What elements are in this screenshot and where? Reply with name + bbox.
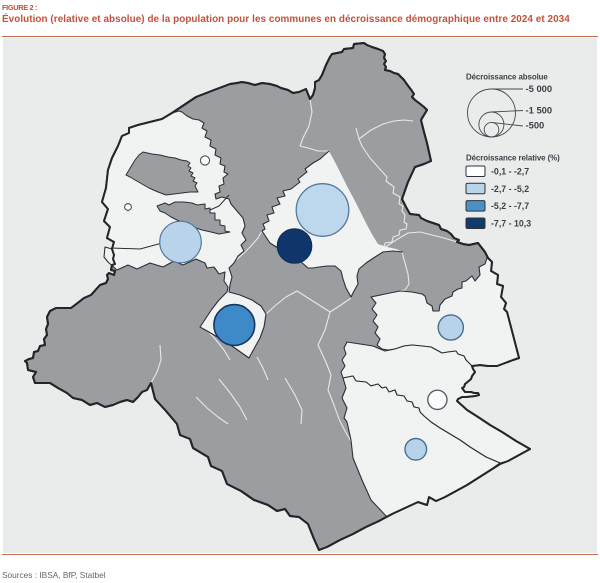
- svg-text:-0,1 - -2,7: -0,1 - -2,7: [491, 167, 529, 177]
- svg-text:Décroissance absolue: Décroissance absolue: [466, 73, 548, 82]
- svg-text:-5 000: -5 000: [526, 83, 553, 94]
- svg-text:-500: -500: [526, 120, 545, 131]
- svg-text:Décroissance relative (%): Décroissance relative (%): [466, 154, 560, 163]
- svg-text:-5,2 - -7,7: -5,2 - -7,7: [491, 201, 529, 211]
- svg-text:-7,7 - 10,3: -7,7 - 10,3: [491, 219, 531, 229]
- svg-text:-1 500: -1 500: [526, 105, 553, 116]
- svg-text:-2,7 - -5,2: -2,7 - -5,2: [491, 184, 529, 194]
